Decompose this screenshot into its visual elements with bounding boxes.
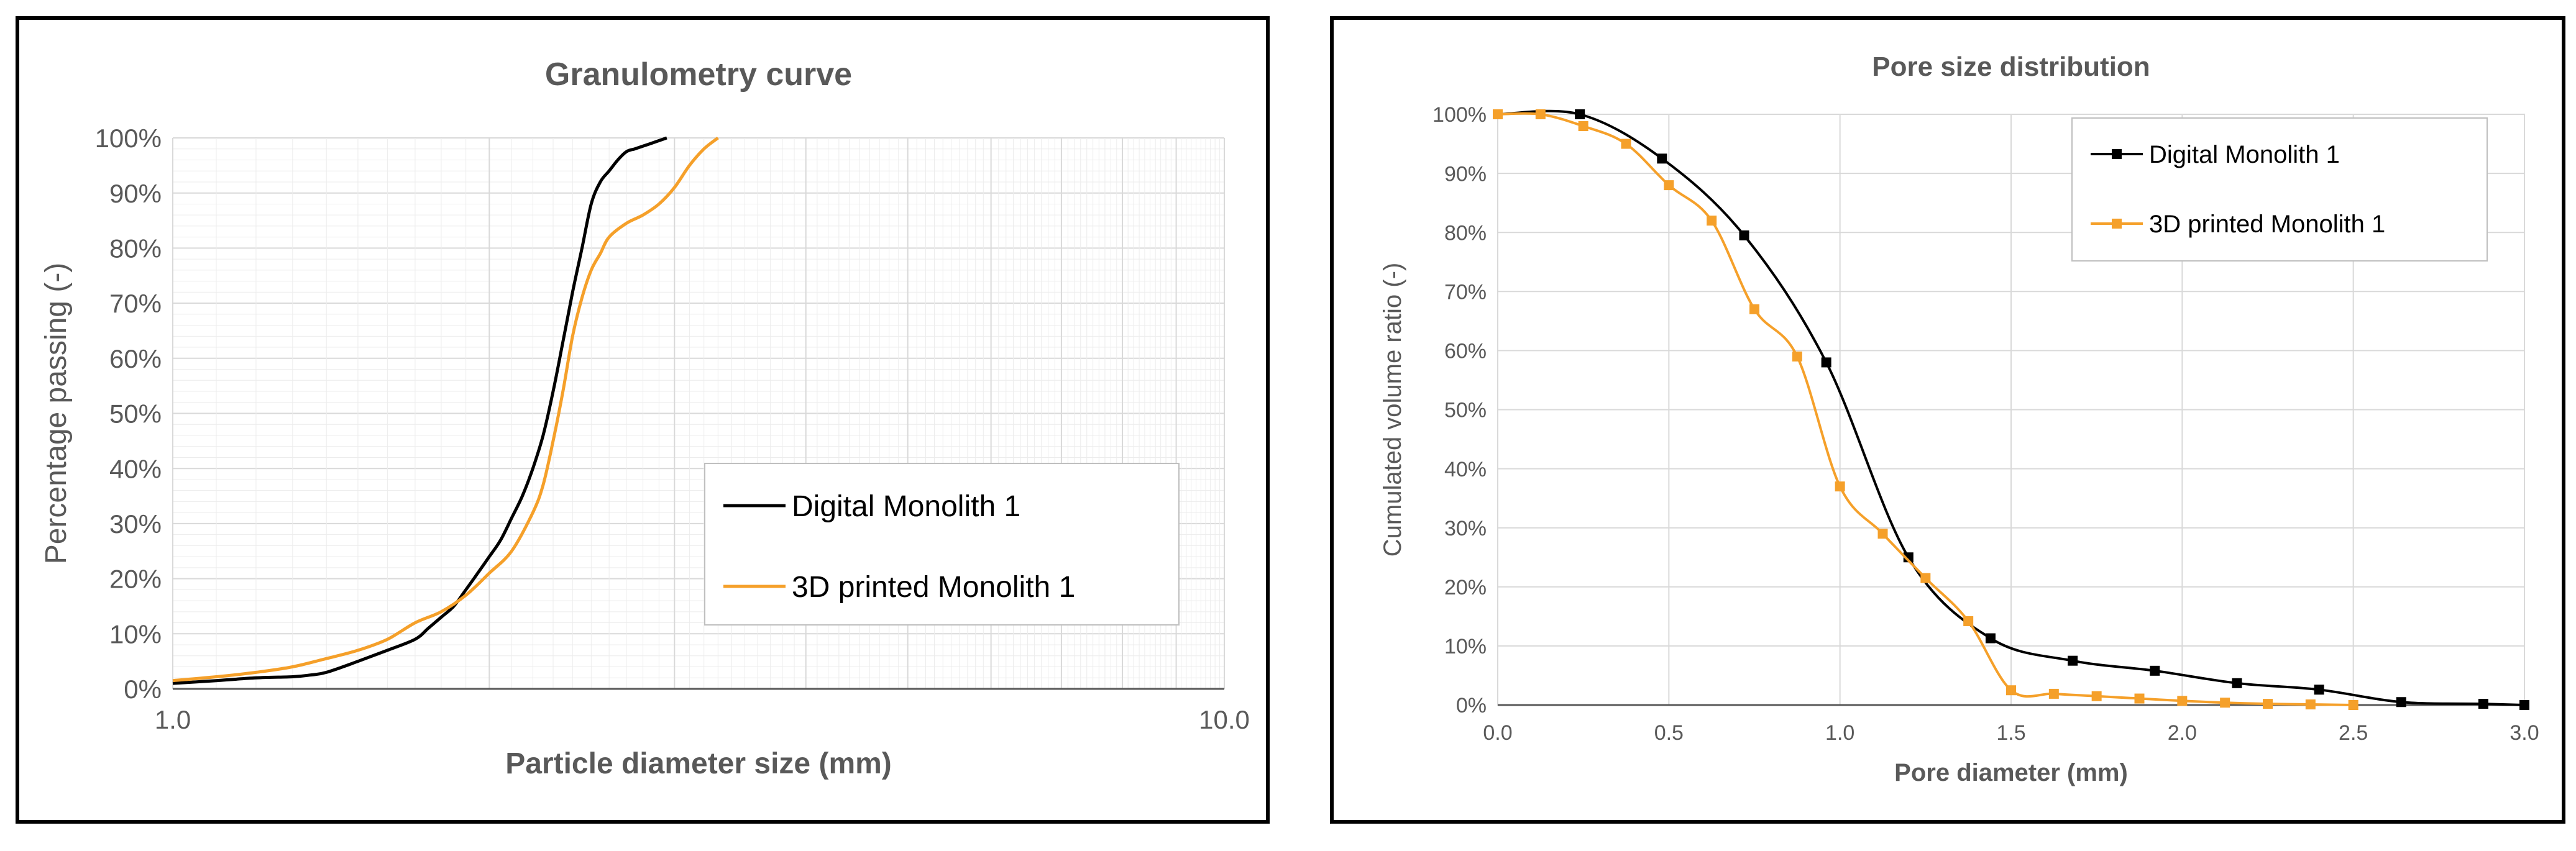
y-tick-label: 30% xyxy=(109,509,162,539)
legend-label: Digital Monolith 1 xyxy=(2149,141,2340,168)
y-tick-label: 80% xyxy=(109,234,162,263)
data-point xyxy=(2220,698,2230,708)
y-tick-label: 90% xyxy=(109,179,162,208)
legend-label: 3D printed Monolith 1 xyxy=(792,571,1075,604)
x-axis-title: Particle diameter size (mm) xyxy=(505,747,892,780)
granulometry-chart: Granulometry curve 0% 10% 20% 30% 40% 50% 60% 70… xyxy=(40,57,1250,780)
legend: Digital Monolith 1 3D printed Monolith 1 xyxy=(704,463,1180,626)
data-point xyxy=(1920,573,1931,583)
y-tick-label: 0% xyxy=(124,675,162,704)
x-tick-label: 1.0 xyxy=(1825,721,1854,745)
data-point xyxy=(2314,685,2324,695)
y-tick-label: 40% xyxy=(109,454,162,483)
data-point xyxy=(2177,696,2188,706)
data-point xyxy=(1821,357,1831,368)
data-point xyxy=(1903,552,1914,563)
gridlines xyxy=(172,137,1225,689)
data-point xyxy=(2006,685,2016,696)
legend-box xyxy=(704,463,1180,626)
y-tick-label: 100% xyxy=(1432,103,1487,127)
x-tick-label: 0.0 xyxy=(1483,721,1512,745)
series-line xyxy=(1497,112,2354,706)
y-tick-label: 70% xyxy=(1444,281,1487,304)
data-point xyxy=(1835,481,1845,492)
data-point xyxy=(1578,121,1588,132)
y-tick-label: 90% xyxy=(1444,162,1487,186)
data-point xyxy=(1575,109,1585,119)
legend: Digital Monolith 1 3D printed Monolith 1 xyxy=(2071,117,2488,262)
y-tick-label: 60% xyxy=(109,344,162,373)
chart-title: Pore size distribution xyxy=(1872,52,2150,82)
data-point xyxy=(2232,678,2242,688)
x-tick-label: 1.0 xyxy=(155,705,191,734)
legend-label: Digital Monolith 1 xyxy=(792,490,1020,523)
chart-title: Granulometry curve xyxy=(545,57,852,93)
x-tick-label: 0.5 xyxy=(1654,721,1684,745)
x-tick-label: 2.0 xyxy=(2168,721,2197,745)
series-1 xyxy=(172,136,667,685)
y-tick-label: 0% xyxy=(1456,694,1487,717)
data-point xyxy=(2478,699,2488,709)
x-tick-label: 10.0 xyxy=(1199,705,1250,734)
data-point xyxy=(1749,304,1759,314)
data-point xyxy=(1963,616,1974,626)
y-tick-label: 50% xyxy=(1444,399,1487,422)
data-point xyxy=(1985,633,1996,644)
data-point xyxy=(2091,691,2102,701)
y-tick-label: 30% xyxy=(1444,517,1487,540)
legend-marker xyxy=(2112,219,2122,229)
data-point xyxy=(2134,693,2145,704)
x-tick-label: 2.5 xyxy=(2339,721,2368,745)
y-axis-title: Cumulated volume ratio (-) xyxy=(1379,263,1406,557)
data-point xyxy=(1535,109,1546,119)
x-axis-title: Pore diameter (mm) xyxy=(1894,759,2128,786)
legend-box xyxy=(2071,117,2488,262)
y-tick-label: 10% xyxy=(109,619,162,648)
y-axis-title: Percentage passing (-) xyxy=(40,263,73,565)
y-tick-label: 20% xyxy=(1444,576,1487,599)
data-point xyxy=(2305,699,2316,710)
series-line xyxy=(172,137,719,683)
data-point xyxy=(1621,139,1631,149)
data-point xyxy=(2150,665,2160,676)
granulometry-chart-panel: Granulometry curve 0% 10% 20% 30% 40% 50% 60% 70… xyxy=(16,16,1270,824)
data-point xyxy=(2519,700,2529,710)
legend-marker xyxy=(2112,149,2122,159)
x-tick-label: 3.0 xyxy=(2510,721,2539,745)
data-point xyxy=(2068,655,2078,666)
data-point xyxy=(1657,153,1667,164)
series-2 xyxy=(172,137,719,683)
y-tick-label: 80% xyxy=(1444,221,1487,245)
data-point xyxy=(2048,688,2059,699)
pore-size-chart-panel: Pore size distribution 0% 10% 20% 30% 40% 50% 6… xyxy=(1330,16,2565,824)
pore-size-chart: Pore size distribution 0% 10% 20% 30% 40% 50% 6… xyxy=(1379,52,2539,786)
y-tick-label: 40% xyxy=(1444,458,1487,481)
data-point xyxy=(1792,351,1802,362)
y-tick-label: 20% xyxy=(109,565,162,594)
y-tick-label: 100% xyxy=(95,124,162,153)
data-point xyxy=(2348,700,2358,710)
y-tick-label: 60% xyxy=(1444,340,1487,363)
series-2 xyxy=(1493,109,2358,710)
data-point xyxy=(2396,697,2406,708)
data-point xyxy=(1877,529,1888,539)
series-line xyxy=(172,136,667,685)
data-point xyxy=(1664,180,1674,191)
legend-label: 3D printed Monolith 1 xyxy=(2149,211,2385,238)
data-point xyxy=(1707,216,1717,226)
x-tick-label: 1.5 xyxy=(1996,721,2025,745)
y-tick-label: 10% xyxy=(1444,635,1487,658)
series-line xyxy=(1497,109,2525,706)
data-point xyxy=(1739,230,1749,240)
data-point xyxy=(1493,109,1503,119)
data-point xyxy=(2263,699,2273,709)
y-tick-label: 50% xyxy=(109,399,162,429)
y-tick-label: 70% xyxy=(109,289,162,318)
